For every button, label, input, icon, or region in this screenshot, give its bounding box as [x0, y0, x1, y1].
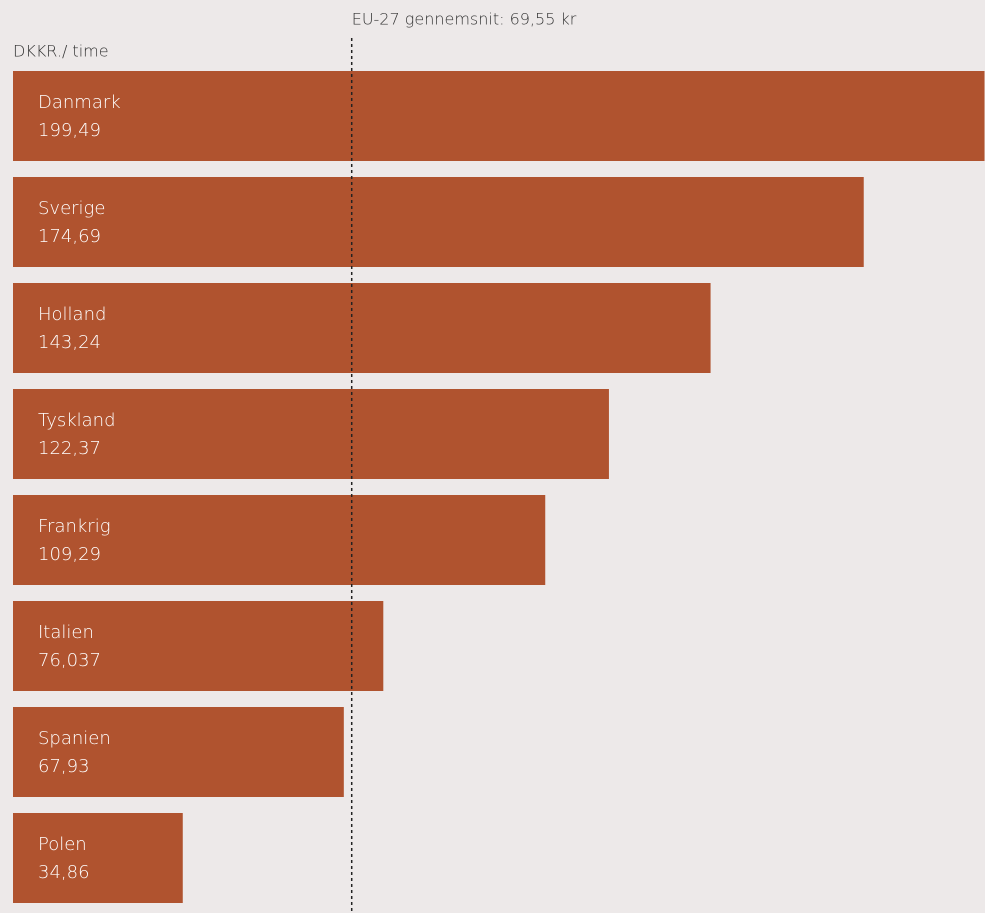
category-label: Frankrig: [38, 516, 111, 537]
bar: [13, 813, 183, 903]
category-label: Danmark: [38, 92, 121, 113]
category-label: Spanien: [38, 728, 111, 749]
bar: [13, 601, 384, 691]
value-label: 174,69: [38, 226, 101, 247]
value-label: 143,24: [38, 332, 101, 353]
value-label: 199,49: [38, 120, 101, 141]
axis-label: DKKR./ time: [13, 42, 109, 61]
bar: [13, 495, 546, 585]
value-label: 34,86: [38, 862, 90, 883]
bar: [13, 707, 344, 797]
value-label: 67,93: [38, 756, 90, 777]
category-label: Tyskland: [38, 410, 116, 431]
value-label: 76,037: [38, 650, 101, 671]
bar: [13, 177, 864, 267]
category-label: Holland: [38, 304, 106, 325]
bar: [13, 283, 711, 373]
category-label: Italien: [38, 622, 94, 643]
bar: [13, 389, 609, 479]
value-label: 109,29: [38, 544, 101, 565]
value-label: 122,37: [38, 438, 101, 459]
bar: [13, 71, 985, 161]
category-label: Sverige: [38, 198, 105, 219]
category-label: Polen: [38, 834, 87, 855]
reference-label: EU-27 gennemsnit: 69,55 kr: [352, 10, 577, 29]
